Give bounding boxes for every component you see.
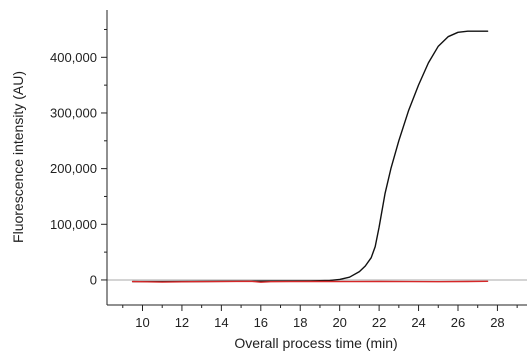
x-tick-label: 14 <box>214 315 228 330</box>
x-tick-label: 10 <box>135 315 149 330</box>
y-tick-label: 100,000 <box>50 217 97 232</box>
x-tick-label: 18 <box>293 315 307 330</box>
y-tick-label: 300,000 <box>50 105 97 120</box>
x-tick-label: 24 <box>411 315 425 330</box>
x-tick-label: 26 <box>451 315 465 330</box>
y-tick-label: 400,000 <box>50 50 97 65</box>
series-line-2 <box>131 280 489 283</box>
y-tick-label: 0 <box>90 272 97 287</box>
axes: 0 100,000 200,000 300,000 400,000 10 12 14 16 18 2… <box>50 10 527 330</box>
x-tick-label: 22 <box>372 315 386 330</box>
x-tick-label: 12 <box>175 315 189 330</box>
x-tick-label: 20 <box>332 315 346 330</box>
series-line-1 <box>131 30 489 283</box>
x-axis-title: Overall process time (min) <box>234 335 397 351</box>
x-tick-label: 16 <box>254 315 268 330</box>
series-layer <box>131 30 489 283</box>
x-tick-label: 28 <box>490 315 504 330</box>
y-tick-label: 200,000 <box>50 161 97 176</box>
y-axis-title: Fluorescence intensity (AU) <box>10 71 26 243</box>
